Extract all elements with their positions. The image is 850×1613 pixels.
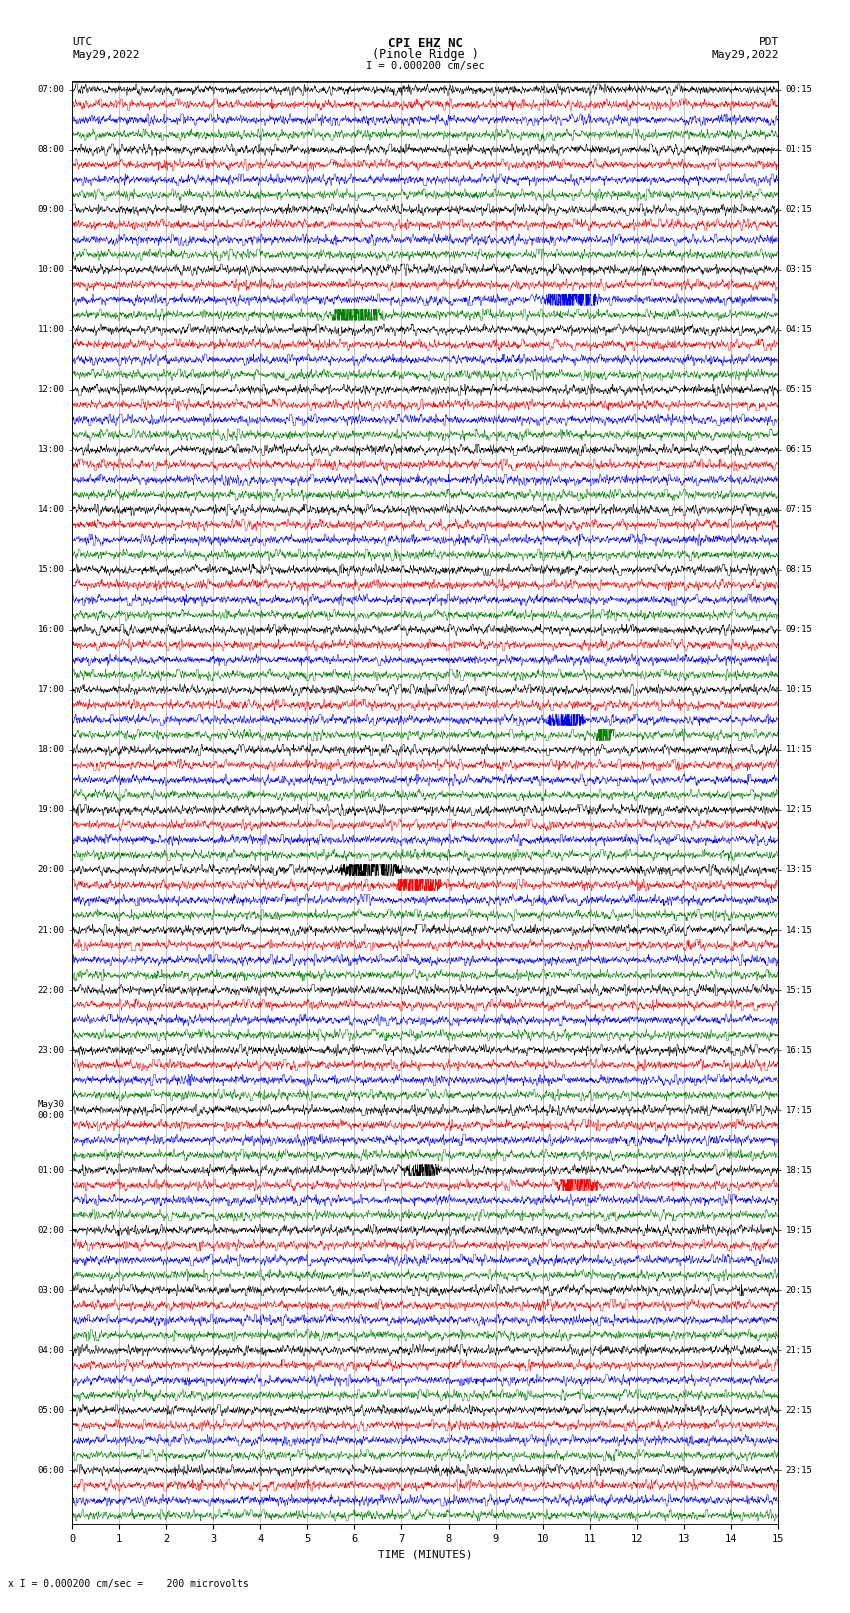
Text: UTC: UTC xyxy=(72,37,93,47)
X-axis label: TIME (MINUTES): TIME (MINUTES) xyxy=(377,1550,473,1560)
Text: May29,2022: May29,2022 xyxy=(712,50,779,60)
Text: I = 0.000200 cm/sec: I = 0.000200 cm/sec xyxy=(366,61,484,71)
Text: May29,2022: May29,2022 xyxy=(72,50,139,60)
Text: PDT: PDT xyxy=(759,37,779,47)
Text: CPI EHZ NC: CPI EHZ NC xyxy=(388,37,462,50)
Text: (Pinole Ridge ): (Pinole Ridge ) xyxy=(371,48,479,61)
Text: x I = 0.000200 cm/sec =    200 microvolts: x I = 0.000200 cm/sec = 200 microvolts xyxy=(8,1579,249,1589)
